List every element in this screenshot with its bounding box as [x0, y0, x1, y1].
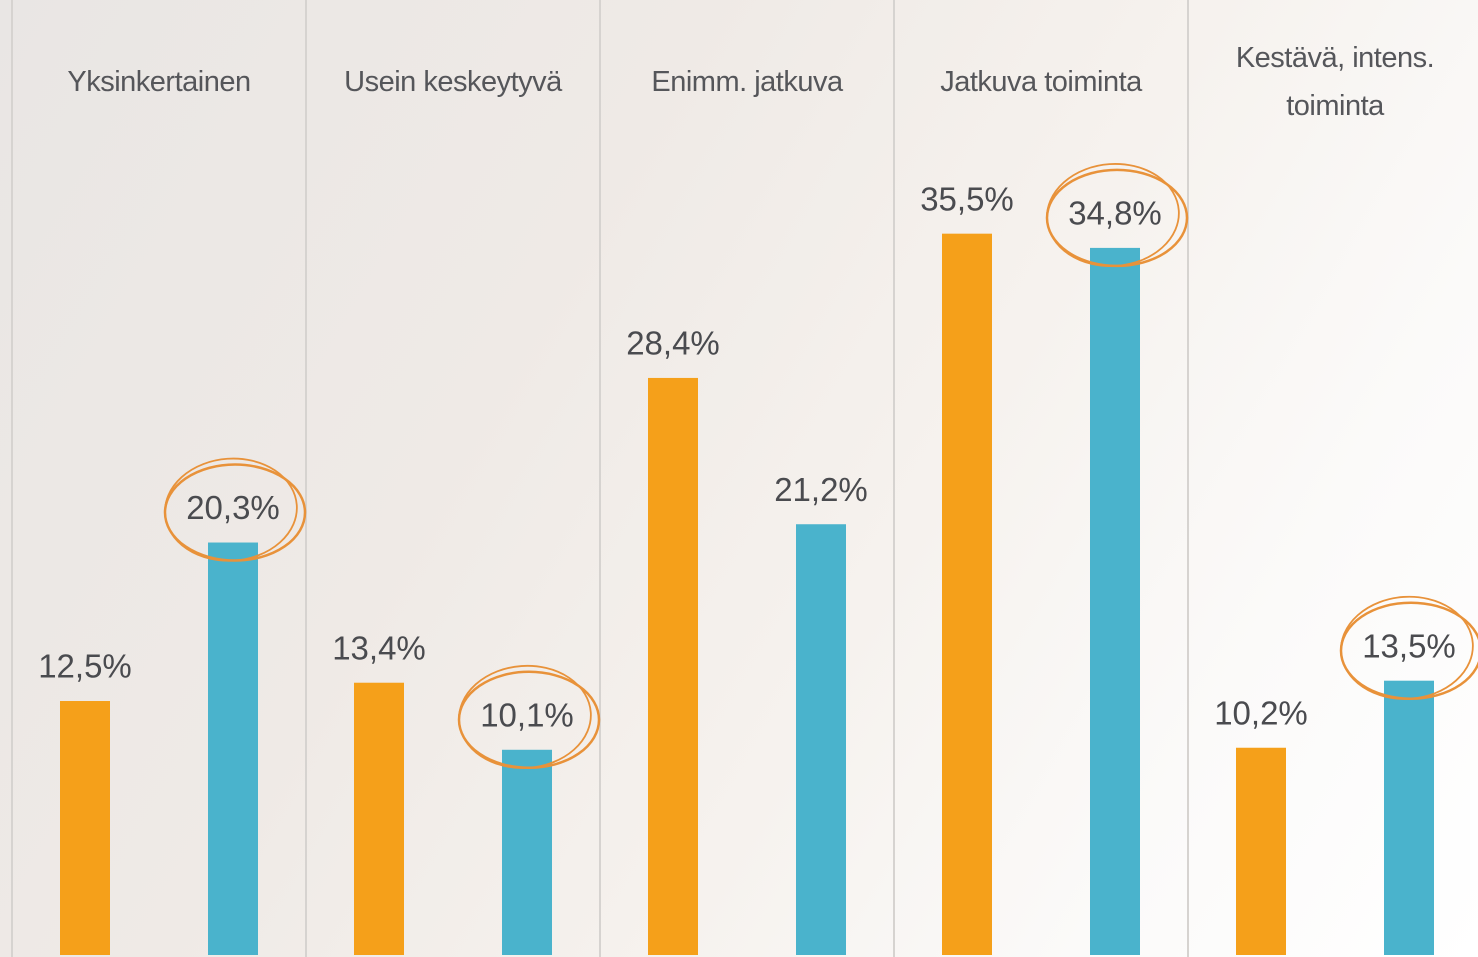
value-label: 21,2% [774, 471, 868, 508]
bar [502, 749, 552, 955]
bar [208, 542, 258, 955]
bar [942, 233, 992, 955]
bar [1090, 247, 1140, 955]
bar [648, 377, 698, 955]
separators [11, 0, 1189, 957]
bar [796, 524, 846, 955]
value-label: 34,8% [1068, 195, 1162, 232]
category-label: Usein keskeytyvä [344, 66, 562, 98]
highlight-circle [1046, 163, 1180, 268]
value-label: 13,4% [332, 629, 426, 666]
value-label: 20,3% [186, 489, 280, 526]
category-label: Yksinkertainen [67, 66, 251, 98]
value-label: 10,2% [1214, 694, 1308, 731]
category-label: Kestävä, intens. toiminta [1235, 42, 1435, 122]
bar [60, 701, 110, 955]
category-label: Enimm. jatkuva [651, 66, 843, 98]
category-label: Jatkuva toiminta [940, 66, 1142, 98]
bar [354, 682, 404, 955]
value-label: 12,5% [38, 648, 132, 685]
highlight-circle [458, 664, 592, 769]
value-label: 10,1% [480, 696, 574, 733]
highlight-circle [1340, 595, 1474, 700]
value-label: 28,4% [626, 325, 720, 362]
highlight-circle [164, 457, 298, 562]
bar [1384, 680, 1434, 955]
value-label: 13,5% [1362, 627, 1456, 664]
value-label: 35,5% [920, 180, 1014, 217]
bar [1236, 747, 1286, 955]
